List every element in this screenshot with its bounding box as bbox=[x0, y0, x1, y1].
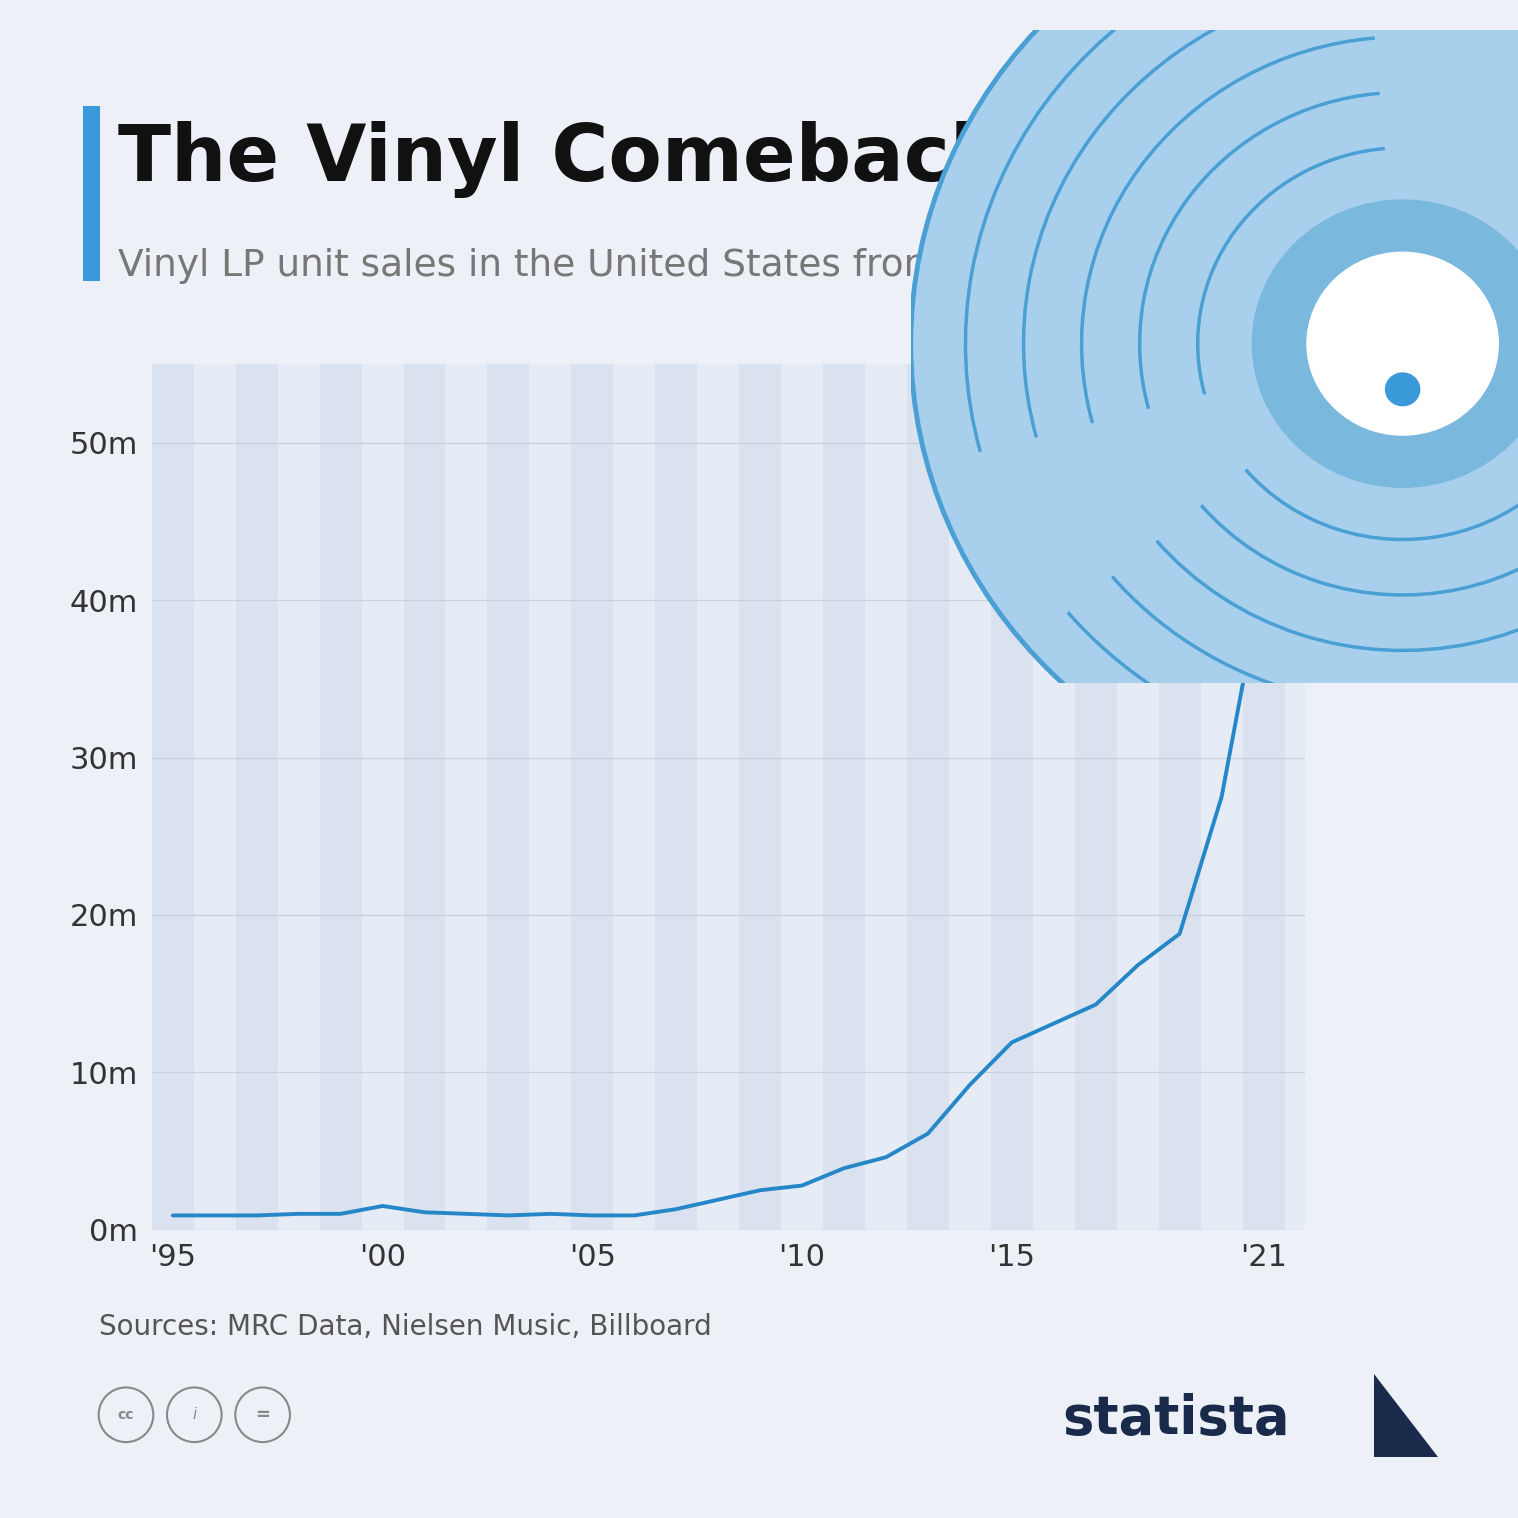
Bar bbox=[445, 364, 487, 1230]
Bar bbox=[361, 364, 404, 1230]
Bar bbox=[194, 364, 235, 1230]
Bar bbox=[697, 364, 739, 1230]
Text: !: ! bbox=[1394, 316, 1412, 358]
Text: statista: statista bbox=[1063, 1394, 1290, 1445]
Bar bbox=[235, 364, 278, 1230]
Text: The Vinyl Comeback Continues: The Vinyl Comeback Continues bbox=[118, 121, 1468, 197]
Circle shape bbox=[1386, 373, 1419, 405]
Text: =: = bbox=[255, 1406, 270, 1424]
Circle shape bbox=[1307, 252, 1498, 436]
Bar bbox=[278, 364, 320, 1230]
Bar bbox=[949, 364, 991, 1230]
Bar bbox=[152, 364, 194, 1230]
Bar bbox=[656, 364, 697, 1230]
Bar bbox=[1032, 364, 1075, 1230]
Bar bbox=[320, 364, 361, 1230]
Text: 41.7m: 41.7m bbox=[1117, 480, 1261, 572]
Circle shape bbox=[1252, 200, 1518, 487]
Bar bbox=[613, 364, 656, 1230]
Circle shape bbox=[911, 0, 1518, 814]
Bar bbox=[906, 364, 949, 1230]
Bar bbox=[1075, 364, 1117, 1230]
Bar bbox=[739, 364, 782, 1230]
Bar bbox=[823, 364, 865, 1230]
Bar bbox=[530, 364, 571, 1230]
Text: Sources: MRC Data, Nielsen Music, Billboard: Sources: MRC Data, Nielsen Music, Billbo… bbox=[99, 1313, 712, 1340]
Text: i: i bbox=[193, 1407, 196, 1422]
Bar bbox=[782, 364, 823, 1230]
Bar bbox=[1117, 364, 1158, 1230]
Text: Vinyl LP unit sales in the United States from 1995 to 2021: Vinyl LP unit sales in the United States… bbox=[118, 247, 1204, 284]
Bar bbox=[865, 364, 906, 1230]
Bar bbox=[487, 364, 530, 1230]
Bar bbox=[571, 364, 613, 1230]
Bar bbox=[1158, 364, 1201, 1230]
Bar bbox=[404, 364, 445, 1230]
Bar bbox=[1201, 364, 1243, 1230]
Text: cc: cc bbox=[118, 1407, 134, 1422]
Bar bbox=[991, 364, 1032, 1230]
Bar bbox=[1243, 364, 1284, 1230]
